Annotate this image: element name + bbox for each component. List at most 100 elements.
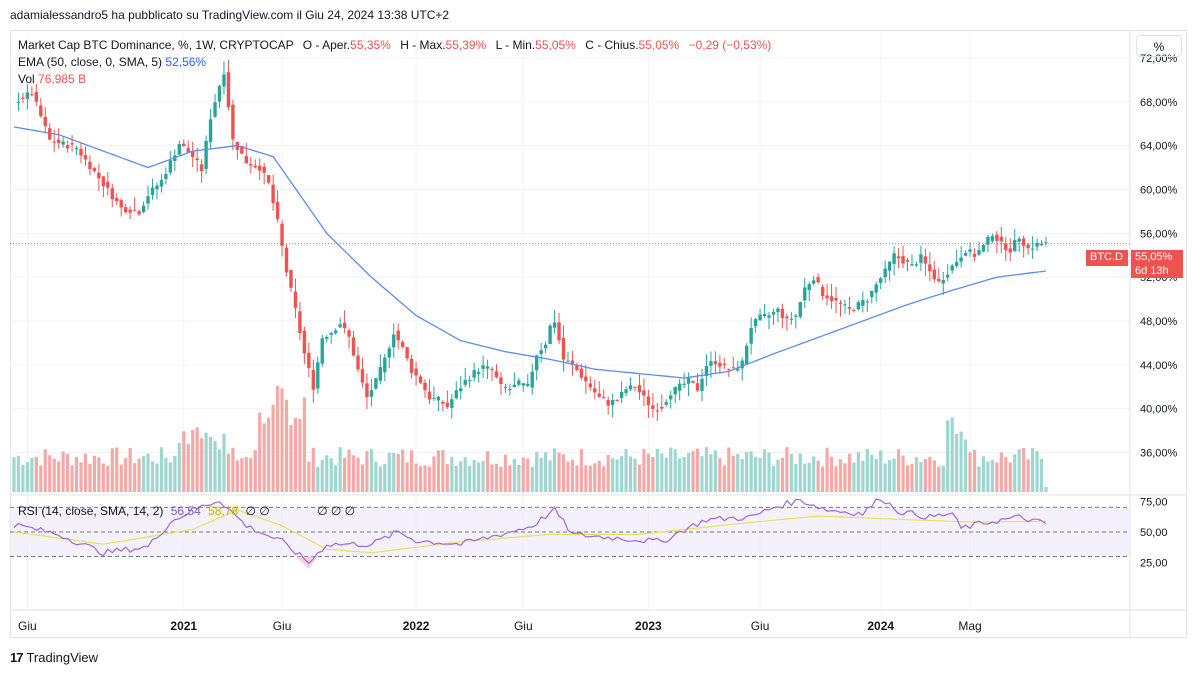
rsi-legend[interactable]: RSI (14, close, SMA, 14, 2) 56,54 58,78 …	[18, 504, 355, 518]
candle	[369, 378, 374, 407]
candle	[798, 301, 802, 319]
volume-bar	[70, 465, 74, 492]
volume-bar	[405, 462, 409, 492]
candle-body	[673, 386, 677, 395]
candle	[1017, 236, 1021, 252]
volume-bar	[923, 458, 927, 492]
candle-body	[776, 308, 780, 313]
candle	[928, 252, 932, 282]
volume-bar	[275, 385, 280, 492]
candle-body	[695, 383, 700, 391]
candle-body	[414, 368, 418, 376]
candle-body	[65, 145, 70, 149]
candle	[173, 149, 177, 172]
candle	[365, 373, 369, 410]
legend-title: Market Cap BTC Dominance, %, 1W, CRYPTOC…	[18, 38, 294, 52]
candle-body	[535, 355, 539, 371]
candle-body	[199, 164, 204, 172]
candle	[43, 107, 47, 134]
candle-body	[70, 143, 74, 145]
volume-bar	[888, 460, 892, 492]
volume-bar	[704, 447, 709, 492]
volume-bar	[289, 425, 293, 492]
candle-body	[467, 380, 472, 382]
volume-bar	[445, 464, 449, 492]
candle-body	[615, 399, 619, 401]
volume-bar	[392, 453, 396, 492]
candle	[552, 309, 557, 334]
candle-body	[798, 301, 802, 317]
volume-legend[interactable]: Vol 76,985 B	[18, 72, 86, 86]
candle-body	[749, 327, 753, 344]
candle	[861, 291, 865, 313]
candle-body	[1013, 240, 1017, 252]
volume-bar	[950, 417, 954, 492]
candle	[164, 167, 168, 185]
volume-bar	[825, 447, 829, 492]
volume-bar	[512, 458, 516, 492]
candle	[677, 378, 682, 401]
candle	[333, 328, 338, 335]
candle	[718, 355, 722, 374]
volume-bar	[106, 465, 110, 492]
candle	[48, 123, 52, 141]
candle	[1030, 236, 1035, 259]
volume-bar	[329, 458, 333, 492]
candle-body	[1035, 242, 1039, 247]
volume-bar	[794, 463, 798, 492]
percent-scale-button[interactable]: %	[1136, 35, 1182, 57]
candle-body	[624, 389, 628, 394]
volume-bar	[119, 464, 123, 492]
candle-body	[990, 236, 995, 242]
candle-body	[718, 362, 722, 367]
candle-body	[365, 383, 369, 398]
candle-body	[52, 141, 56, 143]
ema-legend[interactable]: EMA (50, close, 0, SMA, 5) 52,56%	[18, 55, 206, 69]
candle-body	[1026, 244, 1030, 249]
volume-bar	[1030, 448, 1035, 492]
volume-bar	[383, 463, 387, 492]
candle	[646, 389, 651, 418]
candle-body	[646, 396, 651, 405]
candle	[905, 257, 910, 272]
volume-bar	[280, 388, 284, 492]
candle	[834, 287, 838, 314]
candle	[606, 396, 610, 415]
volume-bar	[682, 457, 686, 492]
volume-bar	[477, 462, 481, 492]
candle-body	[843, 304, 847, 306]
volume-bar	[843, 463, 847, 492]
candle-body	[333, 330, 338, 334]
candle-body	[441, 401, 445, 404]
volume-bar	[981, 456, 986, 492]
candle-body	[56, 139, 61, 144]
volume-bar	[16, 455, 21, 492]
candle-body	[820, 286, 825, 297]
volume-bar	[977, 466, 981, 492]
candle	[986, 234, 990, 253]
candle-body	[240, 145, 244, 154]
candle	[503, 383, 508, 393]
candle	[302, 326, 307, 365]
candle-body	[619, 391, 624, 399]
volume-bar	[401, 449, 405, 492]
footer-brand: TradingView	[26, 650, 99, 665]
candle	[396, 323, 400, 350]
candle	[115, 193, 119, 206]
volume-bar	[566, 461, 570, 492]
publication-line: adamialessandro5 ha pubblicato su Tradin…	[10, 8, 450, 22]
candle	[392, 323, 396, 358]
candle-body	[995, 234, 999, 241]
candle	[467, 375, 472, 388]
volume-bar	[231, 447, 235, 492]
candle-body	[597, 393, 601, 397]
candle-body	[195, 158, 199, 161]
candle-body	[771, 311, 776, 315]
legend-low-value: 55,05%	[535, 38, 576, 52]
candle-body	[369, 390, 374, 397]
candle-body	[762, 313, 767, 317]
volume-bar	[365, 451, 369, 492]
candle-body	[141, 205, 146, 213]
candle	[896, 247, 901, 269]
